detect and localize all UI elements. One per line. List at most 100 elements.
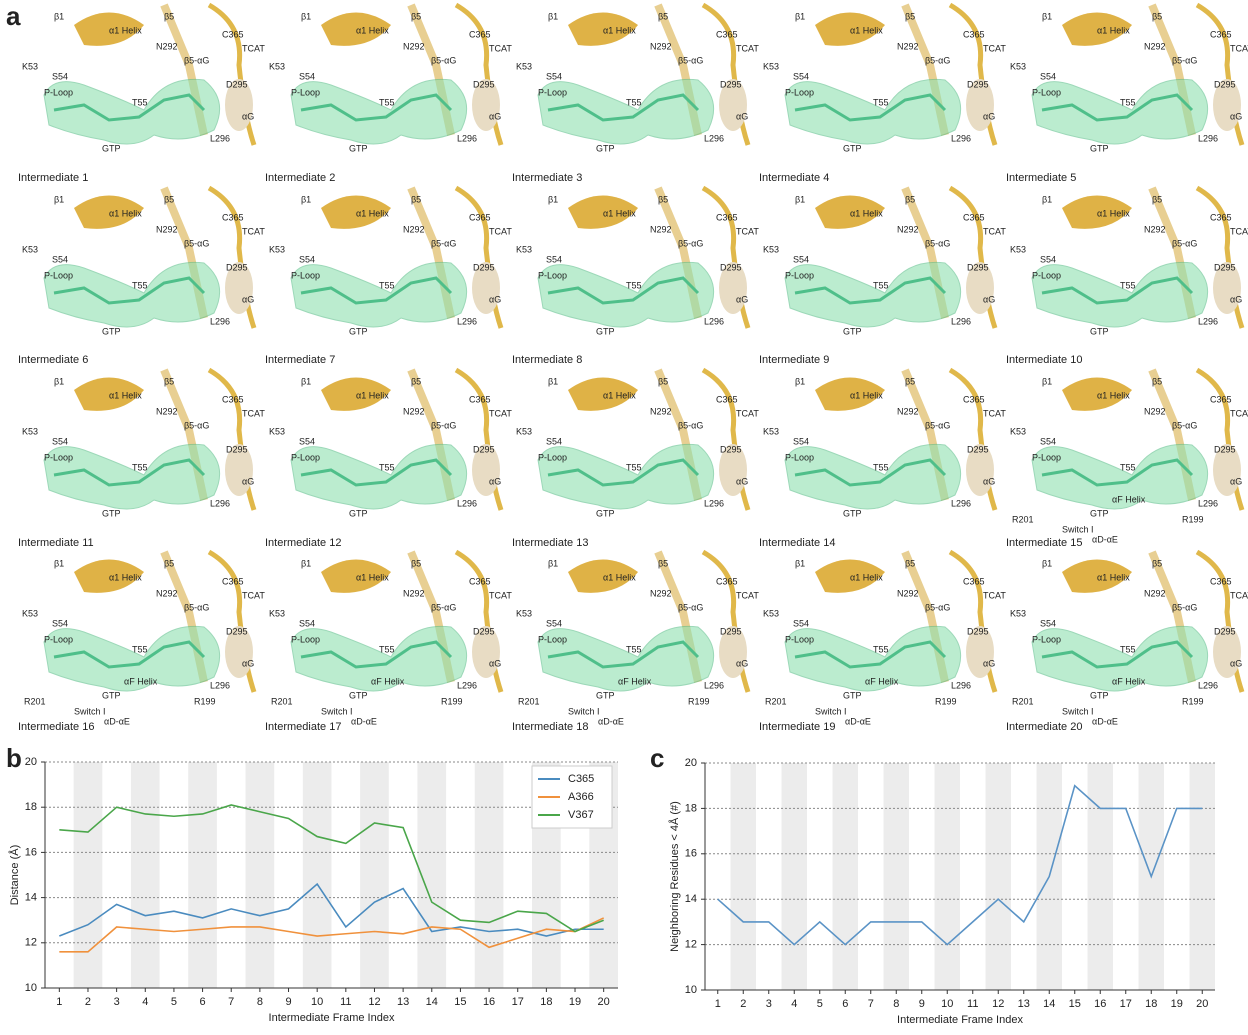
residue-label: N292 [156,41,178,51]
x-tick-label: 3 [766,998,772,1010]
y-tick-label: 14 [685,893,697,905]
residue-label: N292 [897,588,919,598]
residue-label: β1 [795,11,805,21]
residue-label: TCAT [736,43,759,53]
residue-label: α1 Helix [356,208,389,218]
residue-label: C365 [1210,29,1232,39]
residue-label: Switch I [1062,524,1094,534]
residue-label: αD-αE [845,716,871,726]
structure-tile: β1α1 Helixβ5C365N292K53S54P-LoopT55β5-αG… [763,5,1006,153]
structure-tile: β1α1 Helixβ5C365N292K53S54P-LoopT55β5-αG… [1010,552,1248,726]
residue-label: β5-αG [184,602,209,612]
residue-label: L296 [951,498,971,508]
residue-label: β5-αG [1172,602,1197,612]
residue-label: P-Loop [1032,270,1061,280]
residue-label: TCAT [242,43,265,53]
residue-label: K53 [269,61,285,71]
residue-label: K53 [269,426,285,436]
structure-tile: β1α1 Helixβ5C365N292K53S54P-LoopT55β5-αG… [1010,370,1248,544]
tile-label: Intermediate 2 [265,172,335,184]
residue-label: β1 [548,558,558,568]
residue-label: αG [489,294,501,304]
residue-label: αG [1230,476,1242,486]
residue-label: N292 [156,224,178,234]
residue-label: C365 [963,576,985,586]
residue-label: αF Helix [371,676,405,686]
residue-label: GTP [843,690,862,700]
residue-label: β1 [1042,558,1052,568]
residue-label: β5 [1152,11,1162,21]
residue-label: P-Loop [44,87,73,97]
x-tick-label: 2 [740,998,746,1010]
residue-label: N292 [403,41,425,51]
y-tick-label: 18 [685,802,697,814]
residue-label: R201 [765,696,787,706]
residue-label: L296 [210,680,230,690]
residue-label: C365 [963,29,985,39]
structure-tile: β1α1 Helixβ5C365N292K53S54P-LoopT55β5-αG… [269,370,512,518]
residue-label: S54 [546,618,562,628]
x-tick-label: 17 [1120,998,1132,1010]
residue-label: S54 [52,71,68,81]
residue-label: C365 [716,212,738,222]
residue-label: TCAT [983,408,1006,418]
residue-label: β1 [54,11,64,21]
x-tick-label: 20 [1196,998,1208,1010]
structure-tile: β1α1 Helixβ5C365N292K53S54P-LoopT55β5-αG… [269,5,512,153]
residue-label: K53 [763,61,779,71]
structure-tile: β1α1 Helixβ5C365N292K53S54P-LoopT55β5-αG… [22,370,265,518]
residue-label: K53 [516,426,532,436]
x-tick-label: 17 [512,996,524,1008]
residue-label: β5 [658,558,668,568]
residue-label: β1 [54,194,64,204]
residue-label: D295 [226,626,248,636]
residue-label: β5-αG [184,55,209,65]
band-shade [475,762,504,988]
x-tick-label: 1 [715,998,721,1010]
residue-label: K53 [1010,244,1026,254]
residue-label: K53 [763,244,779,254]
x-tick-label: 4 [142,996,148,1008]
residue-label: R201 [1012,514,1034,524]
residue-label: R199 [1182,696,1204,706]
residue-label: TCAT [489,590,512,600]
residue-label: β5-αG [678,420,703,430]
residue-label: L296 [210,133,230,143]
residue-label: S54 [52,618,68,628]
residue-label: P-Loop [291,270,320,280]
residue-label: N292 [650,406,672,416]
residue-label: TCAT [1230,590,1248,600]
residue-label: K53 [516,61,532,71]
residue-label: β1 [548,11,558,21]
residue-label: TCAT [242,408,265,418]
x-tick-label: 19 [569,996,581,1008]
band-shade [935,763,961,990]
residue-label: P-Loop [785,270,814,280]
residue-label: K53 [22,244,38,254]
x-tick-label: 16 [483,996,495,1008]
residue-label: L296 [210,316,230,326]
residue-label: Switch I [815,706,847,716]
residue-label: TCAT [1230,226,1248,236]
residue-label: β5 [658,376,668,386]
residue-label: P-Loop [538,87,567,97]
residue-label: P-Loop [538,634,567,644]
residue-label: S54 [299,436,315,446]
residue-label: T55 [873,644,889,654]
y-tick-label: 10 [25,982,37,994]
x-tick-label: 18 [1145,998,1157,1010]
residue-label: C365 [716,394,738,404]
residue-label: β5 [164,11,174,21]
residue-label: αG [489,658,501,668]
legend-label: C365 [568,773,594,785]
residue-label: β5-αG [1172,420,1197,430]
residue-label: P-Loop [44,270,73,280]
residue-label: L296 [704,316,724,326]
residue-label: β5 [164,558,174,568]
residue-label: GTP [349,508,368,518]
residue-label: L296 [704,133,724,143]
structure-tile: β1α1 Helixβ5C365N292K53S54P-LoopT55β5-αG… [22,552,265,726]
residue-label: C365 [716,29,738,39]
residue-label: β5 [1152,194,1162,204]
